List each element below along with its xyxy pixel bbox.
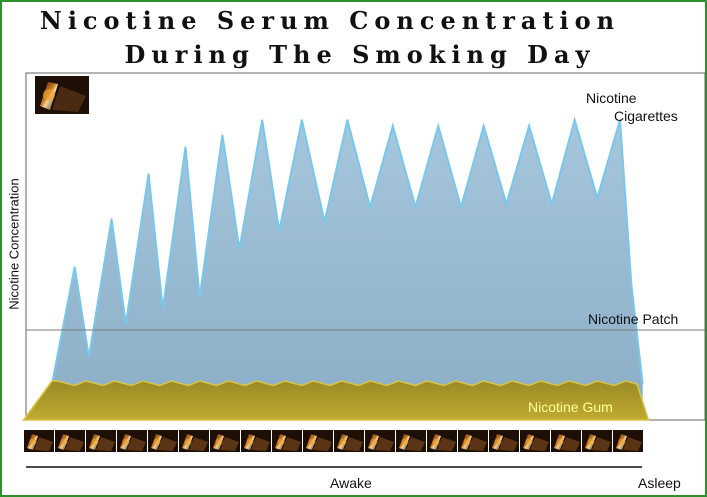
strip-cigarette-icon (365, 430, 395, 452)
x-axis-label-awake: Awake (330, 475, 372, 491)
label-cigarettes-line2: Cigarettes (614, 108, 678, 124)
cigarette-point (301, 119, 303, 121)
cigarette-point (261, 119, 263, 121)
cigarette-point (369, 206, 371, 208)
series-cigarettes-area (46, 120, 643, 420)
cigarette-point (630, 284, 633, 286)
strip-cigarette-icon (272, 430, 302, 452)
strip-cigarette-icon (303, 430, 333, 452)
x-axis-label-asleep: Asleep (638, 475, 681, 491)
strip-cigarette-icon (520, 430, 550, 452)
cigarette-point (505, 203, 508, 205)
chart-title-line1: Nicotine Serum Concentration (39, 6, 621, 35)
cigarette-photo-icon (35, 76, 89, 114)
cigarette-point (125, 323, 127, 325)
cigarette-point (161, 308, 164, 310)
cigarette-point (238, 248, 241, 250)
strip-cigarette-icon (210, 430, 240, 452)
cigarette-point (619, 119, 621, 121)
cigarette-point (88, 356, 90, 358)
strip-cigarette-icon (241, 430, 271, 452)
cigarette-point (147, 173, 150, 175)
strip-cigarette-icon (551, 430, 581, 452)
cigarette-point (437, 125, 440, 127)
cigarette-point (392, 125, 394, 127)
cigarette-point (596, 197, 599, 199)
strip-cigarette-icon (179, 430, 209, 452)
cigarette-point (414, 206, 417, 208)
strip-cigarette-icon (55, 430, 85, 452)
strip-cigarette-icon (148, 430, 178, 452)
strip-cigarette-icon (86, 430, 116, 452)
cigarette-point (641, 383, 644, 385)
strip-cigarette-icon (582, 430, 612, 452)
strip-cigarette-icon (427, 430, 457, 452)
cigarette-point (482, 125, 485, 127)
cigarette-point (110, 218, 113, 220)
series-gum-area (22, 380, 650, 421)
strip-cigarette-icon (24, 430, 54, 452)
label-patch: Nicotine Patch (588, 311, 678, 327)
chart-title-line2: During The Smoking Day (124, 40, 596, 69)
cigarette-point (551, 203, 553, 205)
strip-cigarette-icon (458, 430, 488, 452)
cigarette-point (221, 134, 224, 136)
cigarette-point (198, 296, 201, 298)
cigarette-point (73, 266, 76, 268)
label-gum: Nicotine Gum (528, 399, 613, 415)
strip-cigarette-icon (613, 430, 643, 452)
cigarette-point (460, 206, 462, 208)
cigarette-point (323, 221, 326, 223)
cigarette-point (278, 230, 281, 232)
cigarette-photo-strip (24, 430, 643, 452)
cigarette-point (573, 119, 576, 121)
cigarette-point (528, 125, 530, 127)
series-cigarettes-edge (51, 116, 644, 385)
strip-cigarette-icon (334, 430, 364, 452)
label-cigarettes-line1: Nicotine (586, 90, 637, 106)
strip-cigarette-icon (396, 430, 426, 452)
strip-cigarette-icon (117, 430, 147, 452)
cigarette-point (184, 146, 187, 148)
cigarette-point (346, 119, 349, 121)
strip-cigarette-icon (489, 430, 519, 452)
